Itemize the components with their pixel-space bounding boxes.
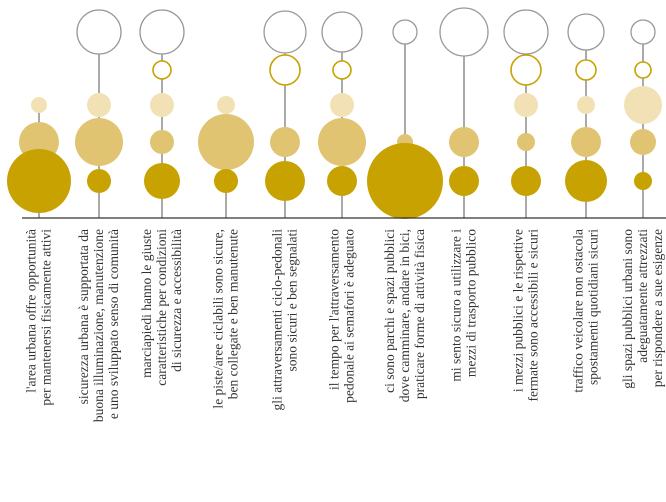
bubble-dark (87, 169, 111, 193)
bubble-light (217, 96, 235, 114)
category-label-line: praticare forme di attività fisica (412, 229, 427, 399)
category-label: gli attraversamenti ciclo-pedonali sono s… (270, 229, 300, 411)
category-label: il tempo per l'attraversamento pedonale a… (327, 229, 357, 403)
bubble-hollow (630, 19, 656, 45)
category-label-line: per mantenersi fisicamente attivi (39, 229, 54, 406)
category-label-line: ben collegate e ben manutenute (226, 229, 241, 399)
category-label-line: dove camminare, andare in bici, (397, 229, 412, 402)
category-label-line: fermate sono accessibili e sicuri (526, 229, 541, 402)
category-label-line: le piste/aree ciclabili sono sicure, (211, 229, 226, 409)
bubble-hollow-gold (332, 60, 352, 80)
bubble-hollow (321, 11, 363, 53)
bubble-dark (565, 160, 607, 202)
category-label-line: pedonale ai semafori è adeguato (342, 229, 357, 403)
bubble-mid (318, 118, 366, 166)
category-label-line: i mezzi pubblici e le rispettive (511, 229, 526, 392)
bubble-light (87, 93, 111, 117)
category-label-line: l'area urbana offre opportunità (24, 229, 39, 393)
bubble-mid (630, 129, 656, 155)
bubble-mid (449, 127, 479, 157)
bubble-dark (634, 172, 652, 190)
category-label-line: per rispondere a sue esigenze (650, 229, 665, 387)
bubble-mid (517, 133, 535, 151)
category-label-line: mi sento sicuro a utilizzare i (449, 229, 464, 382)
label-layer: l'area urbana offre opportunità per mante… (24, 229, 666, 422)
bubble-light (330, 93, 354, 117)
bubble-layer (7, 7, 662, 219)
category-label-line: spostamenti quotidiani sicuri (586, 229, 601, 385)
bubble-hollow-gold (634, 61, 652, 79)
category-label: traffico veicolare non ostacola spostamen… (571, 229, 601, 393)
bubble-hollow (263, 10, 307, 54)
category-label: l'area urbana offre opportunità per mante… (24, 229, 54, 406)
category-label: sicurezza urbana è supportata da buona il… (76, 229, 121, 422)
category-label-line: gli spazi pubblici urbani sono (620, 229, 635, 389)
bubble-dark (327, 166, 357, 196)
bubble-mid (571, 127, 601, 157)
bubble-hollow (567, 13, 605, 51)
bubble-hollow (439, 7, 489, 57)
category-label: marciapiedi hanno le giuste caratteristic… (139, 229, 184, 386)
category-label-line: e uno sviluppato senso di comunità (106, 229, 121, 419)
category-label-line: sono sicuri e ben segnalati (285, 229, 300, 372)
category-label-line: adeguatamente attrezzati (635, 229, 650, 363)
category-label-line: gli attraversamenti ciclo-pedonali (270, 229, 285, 411)
bubble-mid (198, 114, 254, 170)
bubble-dark (214, 169, 238, 193)
bubble-hollow (76, 9, 122, 55)
bubble-light (150, 93, 174, 117)
category-label: le piste/aree ciclabili sono sicure, ben … (211, 229, 241, 409)
bubble-light (514, 93, 538, 117)
category-label-line: marciapiedi hanno le giuste (139, 229, 154, 378)
category-label-line: sicurezza urbana è supportata da (76, 229, 91, 404)
bubble-dark (265, 161, 305, 201)
category-label: gli spazi pubblici urbani sono adeguatame… (620, 229, 665, 389)
bubble-hollow-gold (575, 59, 597, 81)
category-label-line: il tempo per l'attraversamento (327, 229, 342, 390)
bubble-light (577, 96, 595, 114)
category-label-line: caratteristiche per condizioni (154, 229, 169, 386)
category-label-line: ci sono parchi e spazi pubblici (382, 229, 397, 393)
bubble-hollow (503, 9, 549, 55)
bubble-dark (7, 149, 71, 213)
bubble-mid (150, 130, 174, 154)
category-label: i mezzi pubblici e le rispettive fermate … (511, 229, 541, 402)
bubble-hollow (392, 19, 418, 45)
category-label: ci sono parchi e spazi pubblici dove camm… (382, 229, 427, 402)
bubble-dark (449, 166, 479, 196)
bubble-dark (367, 143, 443, 219)
bubble-hollow-gold (510, 54, 542, 86)
bubble-mid (270, 127, 300, 157)
category-label: mi sento sicuro a utilizzare i mezzi di t… (449, 229, 479, 382)
bubble-light (624, 86, 662, 124)
bubble-mid (75, 118, 123, 166)
category-label-line: traffico veicolare non ostacola (571, 229, 586, 393)
bubble-dark (144, 163, 180, 199)
category-label-line: buona illuminazione, manutenzione (91, 229, 106, 422)
bubble-dark (511, 166, 541, 196)
bubble-hollow-gold (152, 60, 172, 80)
category-label-line: di sicurezza e accessibilità (169, 229, 184, 372)
bubble-hollow-gold (269, 54, 301, 86)
bubble-hollow (139, 9, 185, 55)
category-label-line: mezzi di trasporto pubblico (464, 229, 479, 377)
bubble-light (31, 97, 47, 113)
